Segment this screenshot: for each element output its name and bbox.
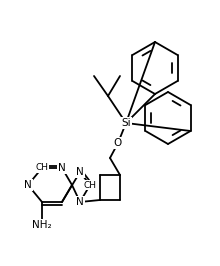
Text: CH: CH <box>84 181 97 189</box>
Text: N: N <box>76 167 84 177</box>
Text: Si: Si <box>121 118 131 128</box>
Text: N: N <box>76 197 84 207</box>
Text: N: N <box>24 180 32 190</box>
Text: CH: CH <box>35 164 48 172</box>
Text: O: O <box>114 138 122 148</box>
Text: N: N <box>58 163 66 173</box>
Text: NH₂: NH₂ <box>32 220 52 230</box>
